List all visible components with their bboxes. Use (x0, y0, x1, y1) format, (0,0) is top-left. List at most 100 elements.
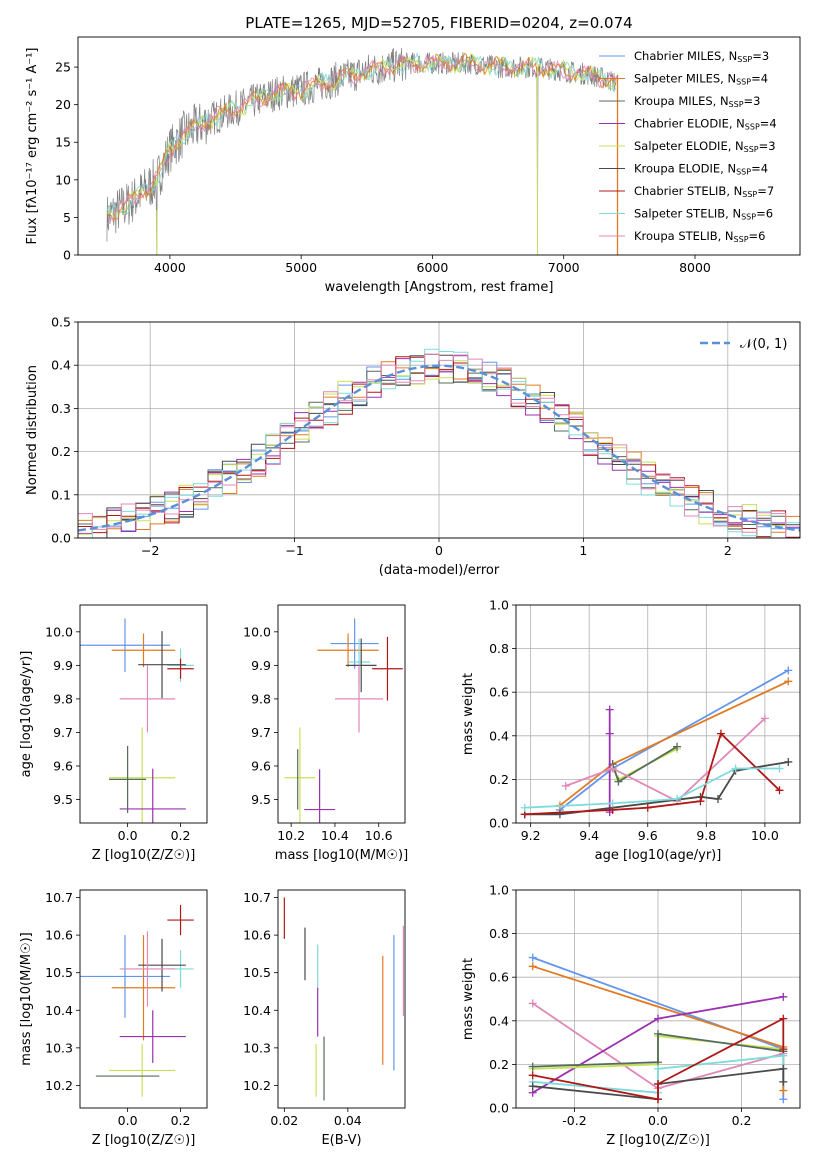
x-axis-label: wavelength [Angstrom, rest frame] (325, 280, 554, 295)
weight-point (775, 786, 784, 795)
y-tick-label: 0.0 (489, 816, 509, 831)
y-tick-label: 9.9 (53, 658, 73, 673)
weight-point (654, 1080, 662, 1089)
x-tick-label: 0.0 (648, 1113, 668, 1128)
y-tick-label: 20 (55, 97, 71, 112)
x-tick-label: 9.4 (579, 828, 599, 843)
weight-point (784, 757, 793, 766)
y-tick-label: 9.6 (251, 758, 271, 773)
plot-area (80, 905, 194, 1097)
x-axis-label: E(B-V) (321, 1133, 361, 1148)
axes-age_vs_Z: 0.0 0.2 9.5 9.6 9.7 9.8 9.9 10.0 Z [log10(Z/Z☉)]… (19, 604, 208, 863)
y-tick-label: 9.7 (53, 725, 73, 740)
weight-point (696, 797, 705, 806)
plot-area (520, 666, 793, 819)
plot-area (284, 618, 403, 823)
plot-area (106, 47, 619, 255)
weight-point (528, 1062, 537, 1071)
axes-weight_vs_Z: -0.2 0.0 0.2 0.0 0.2 0.4 0.6 0.8 1.0 Z [log10(Z/Z… (461, 883, 801, 1148)
x-tick-label: 9.2 (521, 828, 541, 843)
legend-label: Salpeter ELODIE, NSSP=3 (634, 139, 776, 154)
plot-area (528, 953, 788, 1104)
x-tick-label: 7000 (548, 260, 580, 275)
y-axis-label: mass weight (461, 958, 476, 1040)
y-tick-label: 0.8 (489, 641, 509, 656)
weight-point (779, 1014, 788, 1023)
legend-label: Salpeter STELIB, NSSP=6 (634, 207, 773, 222)
weight-point (779, 1064, 788, 1073)
y-tick-label: 5 (63, 210, 71, 225)
x-tick-label: 0.2 (732, 1113, 752, 1128)
y-tick-label: 0.5 (51, 315, 71, 330)
y-tick-label: 9.5 (53, 792, 73, 807)
histogram-series (78, 353, 800, 538)
y-tick-label: 0.3 (51, 401, 71, 416)
y-tick-label: 9.7 (251, 725, 271, 740)
legend-label: Kroupa STELIB, NSSP=6 (634, 229, 765, 244)
legend-label: Chabrier STELIB, NSSP=7 (634, 184, 774, 199)
y-tick-label: 9.6 (53, 758, 73, 773)
y-tick-label: 0.1 (51, 487, 71, 502)
x-tick-label: 8000 (679, 260, 711, 275)
y-tick-label: 0.8 (489, 926, 509, 941)
weight-point (716, 729, 725, 738)
weight-point (673, 742, 682, 751)
x-tick-label: 0 (435, 543, 443, 558)
x-tick-label: 9.8 (696, 828, 716, 843)
weight-series-line (524, 731, 781, 816)
x-tick-label: 10.4 (321, 828, 349, 843)
x-tick-label: −2 (141, 543, 159, 558)
weight-point (520, 803, 529, 812)
y-tick-label: 9.8 (53, 691, 73, 706)
y-tick-label: 0.2 (489, 1057, 509, 1072)
legend-label: Salpeter MILES, NSSP=4 (634, 72, 768, 87)
y-tick-label: 1.0 (489, 883, 509, 898)
weight-point (673, 795, 682, 804)
y-tick-label: 1.0 (489, 598, 509, 613)
y-axis-label: Normed distribution (25, 365, 40, 495)
y-tick-label: 10.0 (45, 624, 73, 639)
x-tick-label: 10.6 (365, 828, 393, 843)
y-tick-label: 0.4 (489, 728, 509, 743)
y-tick-label: 0.0 (489, 1101, 509, 1116)
y-tick-label: 0 (63, 248, 71, 263)
y-tick-label: 9.9 (251, 658, 271, 673)
x-tick-label: 10.2 (277, 828, 305, 843)
histogram-series (78, 360, 800, 538)
weight-point (528, 1071, 537, 1080)
legend-label: 𝒩(0, 1) (740, 337, 787, 352)
weight-series-line (532, 1032, 784, 1068)
x-axis-label: (data-model)/error (379, 563, 500, 578)
weight-point (528, 962, 537, 971)
legend-label: Kroupa MILES, NSSP=3 (634, 94, 760, 109)
weight-point (779, 1077, 788, 1086)
legend-label: Kroupa ELODIE, NSSP=4 (634, 162, 768, 177)
y-tick-label: 10.2 (243, 1078, 271, 1093)
y-axis-label: mass [log10(M/M☉)] (19, 932, 34, 1065)
x-tick-label: 5000 (285, 260, 317, 275)
legend-label: Chabrier ELODIE, NSSP=4 (634, 117, 777, 132)
y-tick-label: 10 (55, 172, 71, 187)
weight-point (528, 999, 537, 1008)
axes-mass_vs_Z: 0.0 0.2 10.2 10.3 10.4 10.5 10.6 10.7 Z [log10(Z… (19, 889, 208, 1148)
y-tick-label: 9.8 (251, 691, 271, 706)
y-tick-label: 10.5 (243, 965, 271, 980)
y-tick-label: 10.2 (45, 1078, 73, 1093)
model-fit-line (106, 53, 617, 225)
weight-point (614, 777, 623, 786)
axes-weight_vs_age: 9.2 9.4 9.6 9.8 10.0 0.0 0.2 0.4 0.6 0.8 1.0 age [l… (461, 598, 801, 863)
axes-frame (77, 321, 801, 539)
y-tick-label: 10.4 (45, 1003, 73, 1018)
y-tick-label: 10.4 (243, 1003, 271, 1018)
y-axis-label: mass weight (461, 673, 476, 755)
axes-frame (77, 36, 801, 256)
weight-point (605, 705, 614, 714)
weight-point (608, 764, 617, 773)
y-tick-label: 10.6 (243, 928, 271, 943)
y-axis-label: age [log10(age/yr)] (19, 651, 34, 778)
x-axis-label: Z [log10(Z/Z☉)] (92, 848, 196, 863)
weight-point (605, 729, 614, 738)
y-tick-label: 10.5 (45, 965, 73, 980)
y-axis-label: Flux [fλ10⁻¹⁷ erg cm⁻² s⁻¹ A⁻¹] (25, 48, 40, 245)
legend-label: Chabrier MILES, NSSP=3 (634, 49, 769, 64)
